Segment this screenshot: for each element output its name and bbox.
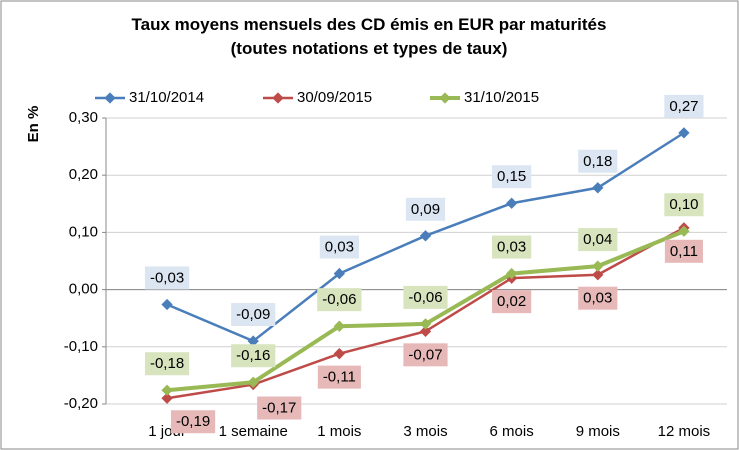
- data-point: [678, 225, 690, 237]
- data-label-box: [664, 193, 704, 217]
- y-tick-label: 0,00: [69, 281, 98, 298]
- data-label-box: [257, 396, 302, 420]
- data-label-box: [144, 266, 190, 290]
- data-label: 0,03: [583, 290, 612, 307]
- data-label-box: [403, 285, 448, 309]
- data-point: [419, 318, 432, 330]
- data-label: -0,09: [236, 306, 270, 323]
- data-point: [333, 267, 346, 280]
- data-label: -0,16: [236, 347, 270, 364]
- data-point: [161, 298, 173, 311]
- data-label: -0,17: [262, 400, 296, 417]
- data-label-box: [578, 286, 618, 310]
- data-label: 0,11: [670, 243, 698, 260]
- data-point: [161, 384, 173, 396]
- data-label-box: [403, 343, 448, 367]
- data-label: 0,03: [325, 239, 354, 256]
- data-label-box: [317, 365, 361, 389]
- legend-label: 31/10/2015: [464, 89, 539, 106]
- data-label: 0,09: [411, 201, 440, 218]
- data-point: [419, 325, 432, 338]
- data-label-box: [492, 235, 532, 259]
- series: [161, 225, 690, 396]
- y-tick-label: -0,10: [64, 338, 98, 355]
- data-label-box: [664, 94, 704, 118]
- y-axis-label: En %: [25, 106, 42, 143]
- data-point: [161, 392, 173, 404]
- y-tick-label: 0,30: [69, 109, 98, 126]
- data-label-box: [231, 344, 276, 368]
- data-label-box: [492, 165, 532, 189]
- data-point: [333, 348, 346, 360]
- x-tick-label: 1 mois: [317, 423, 361, 440]
- data-label-box: [578, 149, 618, 173]
- data-label: -0,07: [408, 346, 442, 363]
- data-label: -0,06: [408, 289, 442, 306]
- legend-label: 30/09/2015: [297, 89, 372, 106]
- data-label-box: [664, 239, 703, 263]
- data-point: [592, 260, 604, 272]
- data-point: [247, 335, 259, 347]
- legend-label: 31/10/2014: [129, 89, 204, 106]
- data-label-box: [578, 228, 618, 252]
- data-point: [505, 197, 518, 209]
- data-label: 0,03: [497, 239, 526, 256]
- data-label-box: [319, 235, 359, 259]
- data-point: [333, 320, 346, 332]
- series: [161, 127, 690, 347]
- y-tick-label: 0,20: [69, 166, 98, 183]
- data-label-box: [231, 303, 276, 327]
- y-tick-label: 0,10: [69, 223, 98, 240]
- chart-title: Taux moyens mensuels des CD émis en EUR …: [131, 15, 607, 58]
- data-label-box: [170, 410, 216, 434]
- data-point: [592, 182, 604, 194]
- data-point: [419, 230, 432, 242]
- data-label: 0,10: [669, 196, 698, 213]
- x-tick-label: 12 mois: [658, 423, 711, 440]
- data-label: -0,03: [150, 269, 184, 286]
- data-label-box: [492, 290, 532, 314]
- data-label: 0,02: [497, 293, 526, 310]
- data-label-box: [144, 352, 190, 376]
- data-label-box: [317, 288, 362, 312]
- x-tick-label: 1 semaine: [219, 423, 288, 440]
- data-point: [678, 127, 690, 139]
- data-point: [247, 376, 259, 388]
- data-point: [592, 269, 604, 281]
- data-point: [505, 267, 518, 280]
- data-label: 0,27: [669, 98, 698, 115]
- x-tick-label: 3 mois: [403, 423, 447, 440]
- data-label: 0,04: [583, 231, 612, 248]
- data-label: 0,15: [497, 168, 526, 185]
- data-label: -0,11: [323, 369, 356, 386]
- y-tick-label: -0,20: [64, 395, 98, 412]
- data-label-box: [405, 197, 446, 221]
- data-label: 0,18: [583, 153, 612, 170]
- data-label: -0,19: [176, 413, 210, 430]
- data-label: -0,06: [322, 291, 356, 308]
- x-tick-label: 6 mois: [490, 423, 534, 440]
- data-label: -0,18: [150, 355, 184, 372]
- x-tick-label: 9 mois: [576, 423, 620, 440]
